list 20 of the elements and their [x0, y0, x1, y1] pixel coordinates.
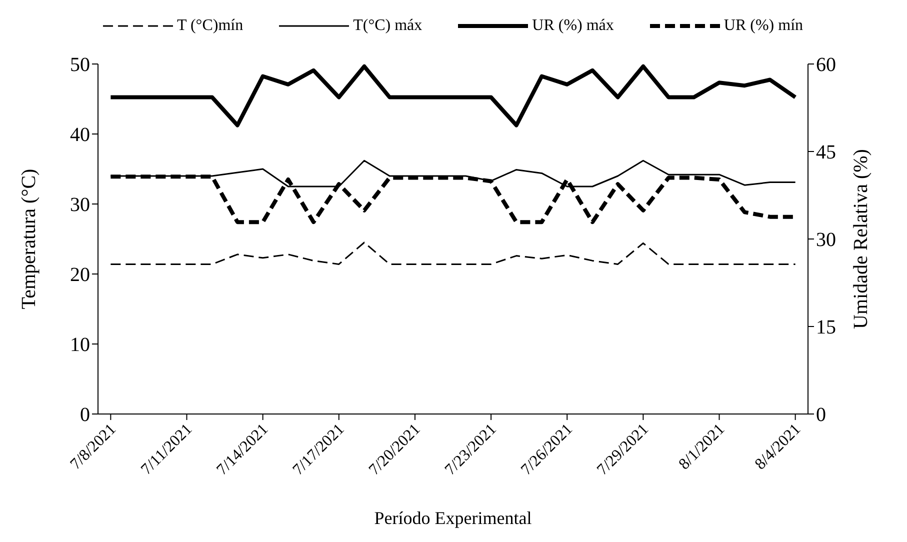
y-tick-label: 20 [70, 264, 90, 286]
y-tick-label: 10 [70, 334, 90, 356]
y2-tick-label: 0 [816, 404, 826, 426]
y2-axis-title: Umidade Relativa (%) [850, 149, 872, 329]
x-axis-title: Período Experimental [374, 508, 532, 528]
legend-label: T (°C)mín [176, 17, 244, 35]
y2-tick-label: 15 [816, 316, 836, 339]
line-series [110, 242, 796, 265]
line-series [108, 64, 798, 128]
y-tick-label: 50 [70, 54, 90, 76]
y-tick-label: 30 [70, 194, 90, 216]
legend-label: UR (%) mín [724, 17, 804, 35]
y2-tick-label: 30 [816, 229, 836, 252]
y-tick-label: 40 [70, 124, 90, 146]
y2-tick-label: 60 [816, 54, 836, 76]
legend-label: UR (%) máx [532, 17, 614, 35]
y2-tick-label: 45 [816, 142, 836, 164]
y-axis-title: Temperatura (°C) [18, 168, 40, 310]
legend-label: T(°C) máx [353, 17, 422, 35]
y-tick-label: 0 [80, 404, 90, 426]
